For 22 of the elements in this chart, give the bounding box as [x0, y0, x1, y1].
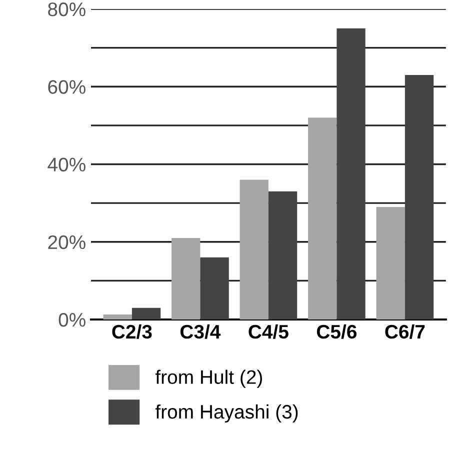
x-tick-label: C5/6 [316, 324, 357, 339]
bar [376, 206, 405, 320]
x-tick-label: C2/3 [112, 324, 152, 339]
bar [404, 74, 434, 320]
bar [132, 308, 161, 320]
y-tick-label: 0% [58, 312, 86, 327]
y-tick-label: 40% [48, 158, 86, 172]
bar [336, 28, 366, 320]
bar [103, 314, 132, 320]
y-tick-label: 80% [48, 2, 86, 16]
x-tick-label: C4/5 [248, 324, 288, 339]
y-tick-label: 20% [48, 235, 86, 250]
bar [308, 118, 337, 320]
y-tick-label: 60% [48, 80, 86, 94]
legend-label: from Hult (2) [155, 370, 262, 388]
bar [240, 180, 268, 320]
bar [172, 238, 200, 320]
legend-label: from Hayashi (3) [155, 404, 298, 423]
x-tick-label: C6/7 [385, 324, 425, 339]
bar [200, 257, 229, 320]
x-tick-label: C3/4 [180, 324, 221, 339]
bar [268, 191, 298, 320]
